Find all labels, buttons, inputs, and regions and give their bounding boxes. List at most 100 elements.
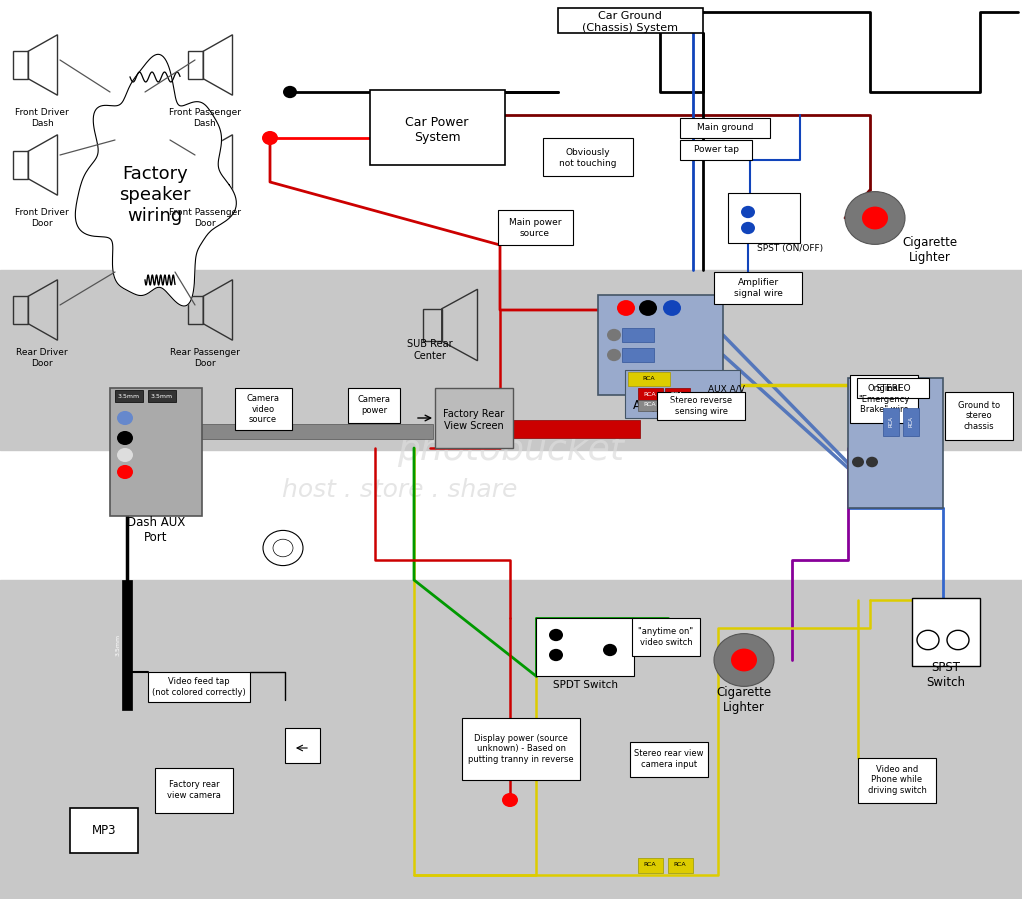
Text: AUX A/V
inputs: AUX A/V inputs — [707, 384, 744, 404]
Bar — [857, 378, 929, 398]
Circle shape — [639, 300, 657, 316]
Text: STEREO: STEREO — [875, 384, 911, 393]
Bar — [657, 392, 745, 420]
Text: Camera
video
source: Camera video source — [246, 394, 279, 424]
Text: RCA: RCA — [909, 416, 914, 428]
Circle shape — [741, 222, 755, 234]
Polygon shape — [76, 54, 236, 306]
Bar — [349, 388, 400, 423]
Circle shape — [741, 206, 755, 218]
Bar — [598, 295, 723, 395]
Bar — [110, 388, 202, 516]
Text: Car Ground
(Chassis) System: Car Ground (Chassis) System — [582, 11, 678, 32]
Text: Ground to
stereo
chassis: Ground to stereo chassis — [958, 401, 1001, 431]
Text: Rear Driver
Door: Rear Driver Door — [16, 348, 67, 368]
Bar — [455, 420, 640, 438]
Text: Front Driver
Dash: Front Driver Dash — [15, 108, 68, 128]
Text: Cigarette
Lighter: Cigarette Lighter — [902, 236, 958, 264]
Bar — [187, 151, 203, 179]
Circle shape — [862, 207, 888, 229]
Circle shape — [549, 628, 563, 641]
Circle shape — [663, 300, 681, 316]
Text: Camera
power: Camera power — [358, 396, 390, 414]
Text: 3.5mm: 3.5mm — [118, 394, 140, 398]
Bar — [850, 375, 918, 423]
Bar — [628, 372, 670, 386]
Text: Main power
source: Main power source — [509, 218, 561, 237]
Bar — [622, 328, 654, 342]
Text: RCA: RCA — [632, 352, 644, 358]
Bar — [12, 51, 29, 79]
Bar — [665, 400, 690, 411]
Text: 3.5mm: 3.5mm — [115, 634, 121, 656]
Text: Original
"Emergency
Brake" wire: Original "Emergency Brake" wire — [858, 384, 910, 414]
Bar — [638, 858, 663, 873]
Bar — [187, 297, 203, 324]
Text: Car Power
System: Car Power System — [406, 116, 469, 144]
Text: MP3: MP3 — [92, 823, 117, 836]
Bar — [558, 8, 703, 33]
Text: Power tap: Power tap — [694, 146, 739, 155]
Circle shape — [117, 431, 133, 445]
Text: Stereo reverse
sensing wire: Stereo reverse sensing wire — [670, 396, 732, 415]
Circle shape — [617, 300, 635, 316]
Bar — [148, 390, 176, 402]
Circle shape — [852, 457, 864, 467]
Text: Rear Passenger
Door: Rear Passenger Door — [170, 348, 240, 368]
Bar — [883, 408, 899, 436]
Text: SUB Rear
Center: SUB Rear Center — [407, 339, 453, 360]
Circle shape — [283, 85, 297, 98]
Text: RCA: RCA — [888, 416, 893, 428]
Bar — [543, 138, 633, 176]
Bar — [0, 580, 1022, 899]
Text: Factory rear
view camera: Factory rear view camera — [167, 780, 221, 800]
Text: Main ground: Main ground — [697, 123, 753, 132]
Bar — [638, 388, 663, 400]
Bar — [680, 118, 770, 138]
Text: "anytime on"
video switch: "anytime on" video switch — [639, 628, 694, 646]
Bar — [498, 210, 573, 245]
Bar — [728, 193, 800, 243]
Text: RCA: RCA — [670, 391, 684, 396]
Circle shape — [714, 634, 774, 687]
Text: Cigarette
Lighter: Cigarette Lighter — [716, 686, 772, 714]
Circle shape — [731, 648, 757, 672]
Bar — [235, 388, 292, 430]
Bar — [12, 297, 29, 324]
Bar — [0, 270, 1022, 450]
Circle shape — [607, 329, 621, 341]
Text: Dash AUX
Port: Dash AUX Port — [127, 516, 185, 544]
Bar — [622, 348, 654, 362]
Bar — [638, 400, 663, 411]
Text: RCA: RCA — [670, 403, 684, 407]
Text: RCA: RCA — [643, 377, 655, 381]
Bar — [632, 618, 700, 656]
Bar — [122, 580, 132, 710]
Circle shape — [549, 649, 563, 661]
Text: photobucket: photobucket — [398, 433, 624, 467]
Circle shape — [845, 191, 905, 245]
Bar — [630, 742, 708, 777]
Bar — [680, 140, 752, 160]
Bar — [69, 808, 138, 853]
Text: Display power (source
unknown) - Based on
putting tranny in reverse: Display power (source unknown) - Based o… — [468, 734, 573, 764]
Text: RCA: RCA — [644, 862, 656, 868]
Bar — [155, 768, 233, 813]
Text: SPST (ON/OFF): SPST (ON/OFF) — [757, 244, 823, 253]
Circle shape — [117, 411, 133, 425]
Bar — [115, 390, 143, 402]
Text: Obviously
not touching: Obviously not touching — [559, 148, 616, 168]
Text: RCA: RCA — [644, 403, 656, 407]
Bar — [625, 370, 740, 418]
Circle shape — [117, 448, 133, 462]
Bar — [435, 388, 513, 448]
Text: SPST
Switch: SPST Switch — [927, 661, 966, 689]
Text: 3.5mm: 3.5mm — [151, 394, 173, 398]
Circle shape — [947, 630, 969, 650]
Bar — [285, 728, 320, 763]
Bar — [668, 858, 693, 873]
Bar — [187, 51, 203, 79]
Circle shape — [607, 349, 621, 361]
Circle shape — [502, 793, 518, 807]
Text: Factory Rear
View Screen: Factory Rear View Screen — [444, 409, 505, 431]
